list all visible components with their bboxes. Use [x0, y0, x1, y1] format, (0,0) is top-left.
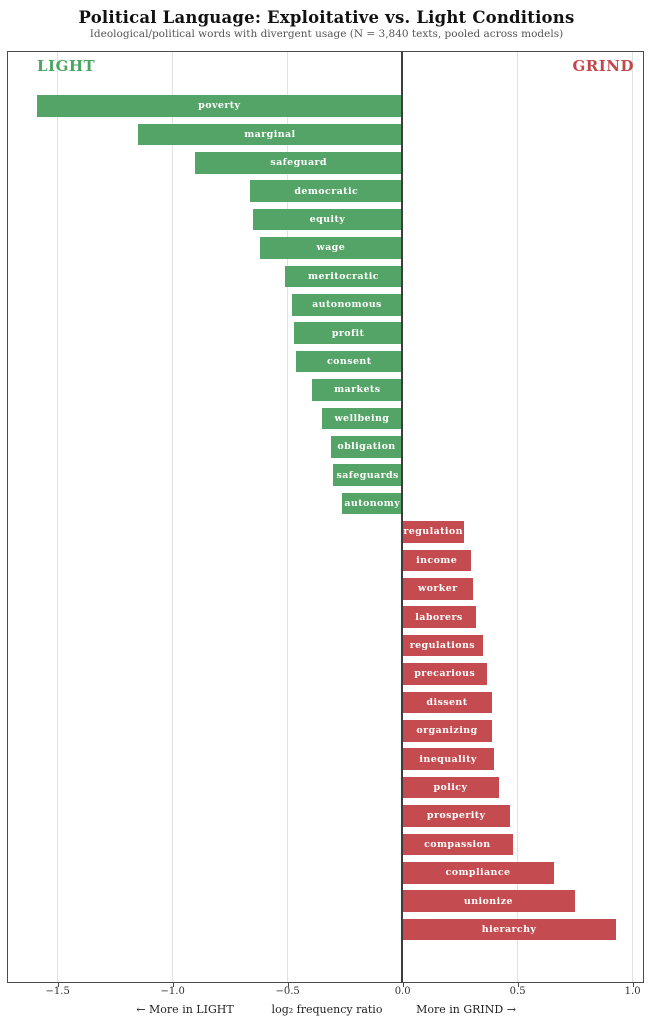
bar-compliance: compliance	[402, 862, 554, 884]
gridline	[286, 52, 288, 982]
bar-markets: markets	[312, 379, 403, 401]
bar-label: prosperity	[426, 810, 486, 822]
bar-label: unionize	[463, 895, 513, 907]
x-axis-caption-left: ← More in LIGHT	[136, 1003, 234, 1016]
chart-title: Political Language: Exploitative vs. Lig…	[78, 8, 575, 27]
x-axis-caption-right: More in GRIND →	[416, 1003, 516, 1016]
x-tick-label: 1.0	[624, 986, 641, 997]
x-tick-label: 0.5	[509, 986, 526, 997]
chart-subtitle: Ideological/political words with diverge…	[89, 28, 564, 40]
bar-label: equity	[309, 214, 346, 226]
x-tick-mark	[517, 983, 519, 987]
bar-label: autonomy	[344, 498, 401, 510]
bar-label: profit	[331, 327, 365, 339]
bar-wage: wage	[259, 237, 403, 259]
bar-regulations: regulations	[402, 634, 483, 657]
bar-label: regulations	[409, 640, 476, 652]
bar-hierarchy: hierarchy	[402, 918, 616, 941]
bar-autonomy: autonomy	[342, 492, 403, 515]
bar-meritocratic: meritocratic	[284, 265, 403, 288]
x-tick-mark	[287, 983, 289, 987]
gridline	[171, 52, 173, 982]
zero-line	[401, 52, 404, 982]
bar-safeguards: safeguards	[333, 464, 403, 486]
x-tick-label: −1.5	[45, 986, 70, 997]
x-tick-label: −1.0	[160, 986, 185, 997]
bar-laborers: laborers	[402, 606, 476, 628]
right-condition-header: GRIND	[572, 57, 634, 75]
gridline	[631, 52, 633, 982]
bar-label: autonomous	[312, 299, 382, 311]
bar-policy: policy	[402, 776, 499, 799]
bar-label: wellbeing	[334, 412, 390, 424]
bar-compassion: compassion	[402, 833, 513, 856]
bar-autonomous: autonomous	[291, 294, 403, 316]
x-tick-label: −0.5	[275, 986, 300, 997]
bar-label: democratic	[294, 185, 359, 197]
bar-label: meritocratic	[308, 270, 379, 282]
bar-equity: equity	[252, 208, 403, 231]
bar-regulation: regulation	[402, 521, 465, 543]
bar-inequality: inequality	[402, 748, 495, 770]
x-axis-caption-center: log₂ frequency ratio	[271, 1003, 383, 1016]
bar-dissent: dissent	[402, 691, 492, 714]
bar-label: safeguards	[336, 469, 399, 481]
bar-label: income	[416, 554, 458, 566]
bar-label: compassion	[424, 838, 491, 850]
bar-precarious: precarious	[402, 663, 488, 685]
bar-poverty: poverty	[36, 95, 403, 117]
bar-label: worker	[418, 583, 458, 595]
x-tick-mark	[402, 983, 404, 987]
left-condition-header: LIGHT	[37, 57, 96, 75]
bar-label: organizing	[416, 725, 478, 737]
bar-label: safeguard	[270, 157, 327, 169]
gridline	[516, 52, 518, 982]
bar-income: income	[402, 549, 472, 572]
bar-prosperity: prosperity	[402, 805, 511, 827]
x-tick-mark	[632, 983, 634, 987]
bar-label: obligation	[337, 441, 396, 453]
bar-obligation: obligation	[330, 436, 403, 458]
x-tick-mark	[172, 983, 174, 987]
gridline	[56, 52, 58, 982]
x-tick-label: 0.0	[394, 986, 411, 997]
bar-label: consent	[326, 356, 372, 368]
bar-consent: consent	[296, 350, 403, 373]
bar-label: hierarchy	[481, 924, 537, 936]
bar-label: poverty	[198, 100, 241, 112]
bar-label: laborers	[415, 611, 463, 623]
bar-profit: profit	[294, 322, 403, 344]
bar-democratic: democratic	[250, 180, 403, 202]
bar-label: markets	[334, 384, 381, 396]
bar-organizing: organizing	[402, 720, 492, 742]
x-tick-mark	[57, 983, 59, 987]
bar-unionize: unionize	[402, 890, 575, 912]
bar-marginal: marginal	[137, 123, 403, 146]
bar-label: precarious	[414, 668, 476, 680]
bar-label: regulation	[403, 526, 463, 538]
bar-label: inequality	[419, 753, 477, 765]
bar-wellbeing: wellbeing	[321, 407, 403, 430]
bar-label: wage	[316, 242, 346, 254]
bar-label: dissent	[426, 696, 468, 708]
bar-label: policy	[433, 782, 468, 794]
plot-area: LIGHT GRIND poverty marginal safeguard demo…	[7, 51, 644, 983]
bar-label: compliance	[445, 867, 511, 879]
bar-worker: worker	[402, 578, 474, 600]
bar-label: marginal	[244, 128, 296, 140]
bar-safeguard: safeguard	[195, 152, 403, 174]
